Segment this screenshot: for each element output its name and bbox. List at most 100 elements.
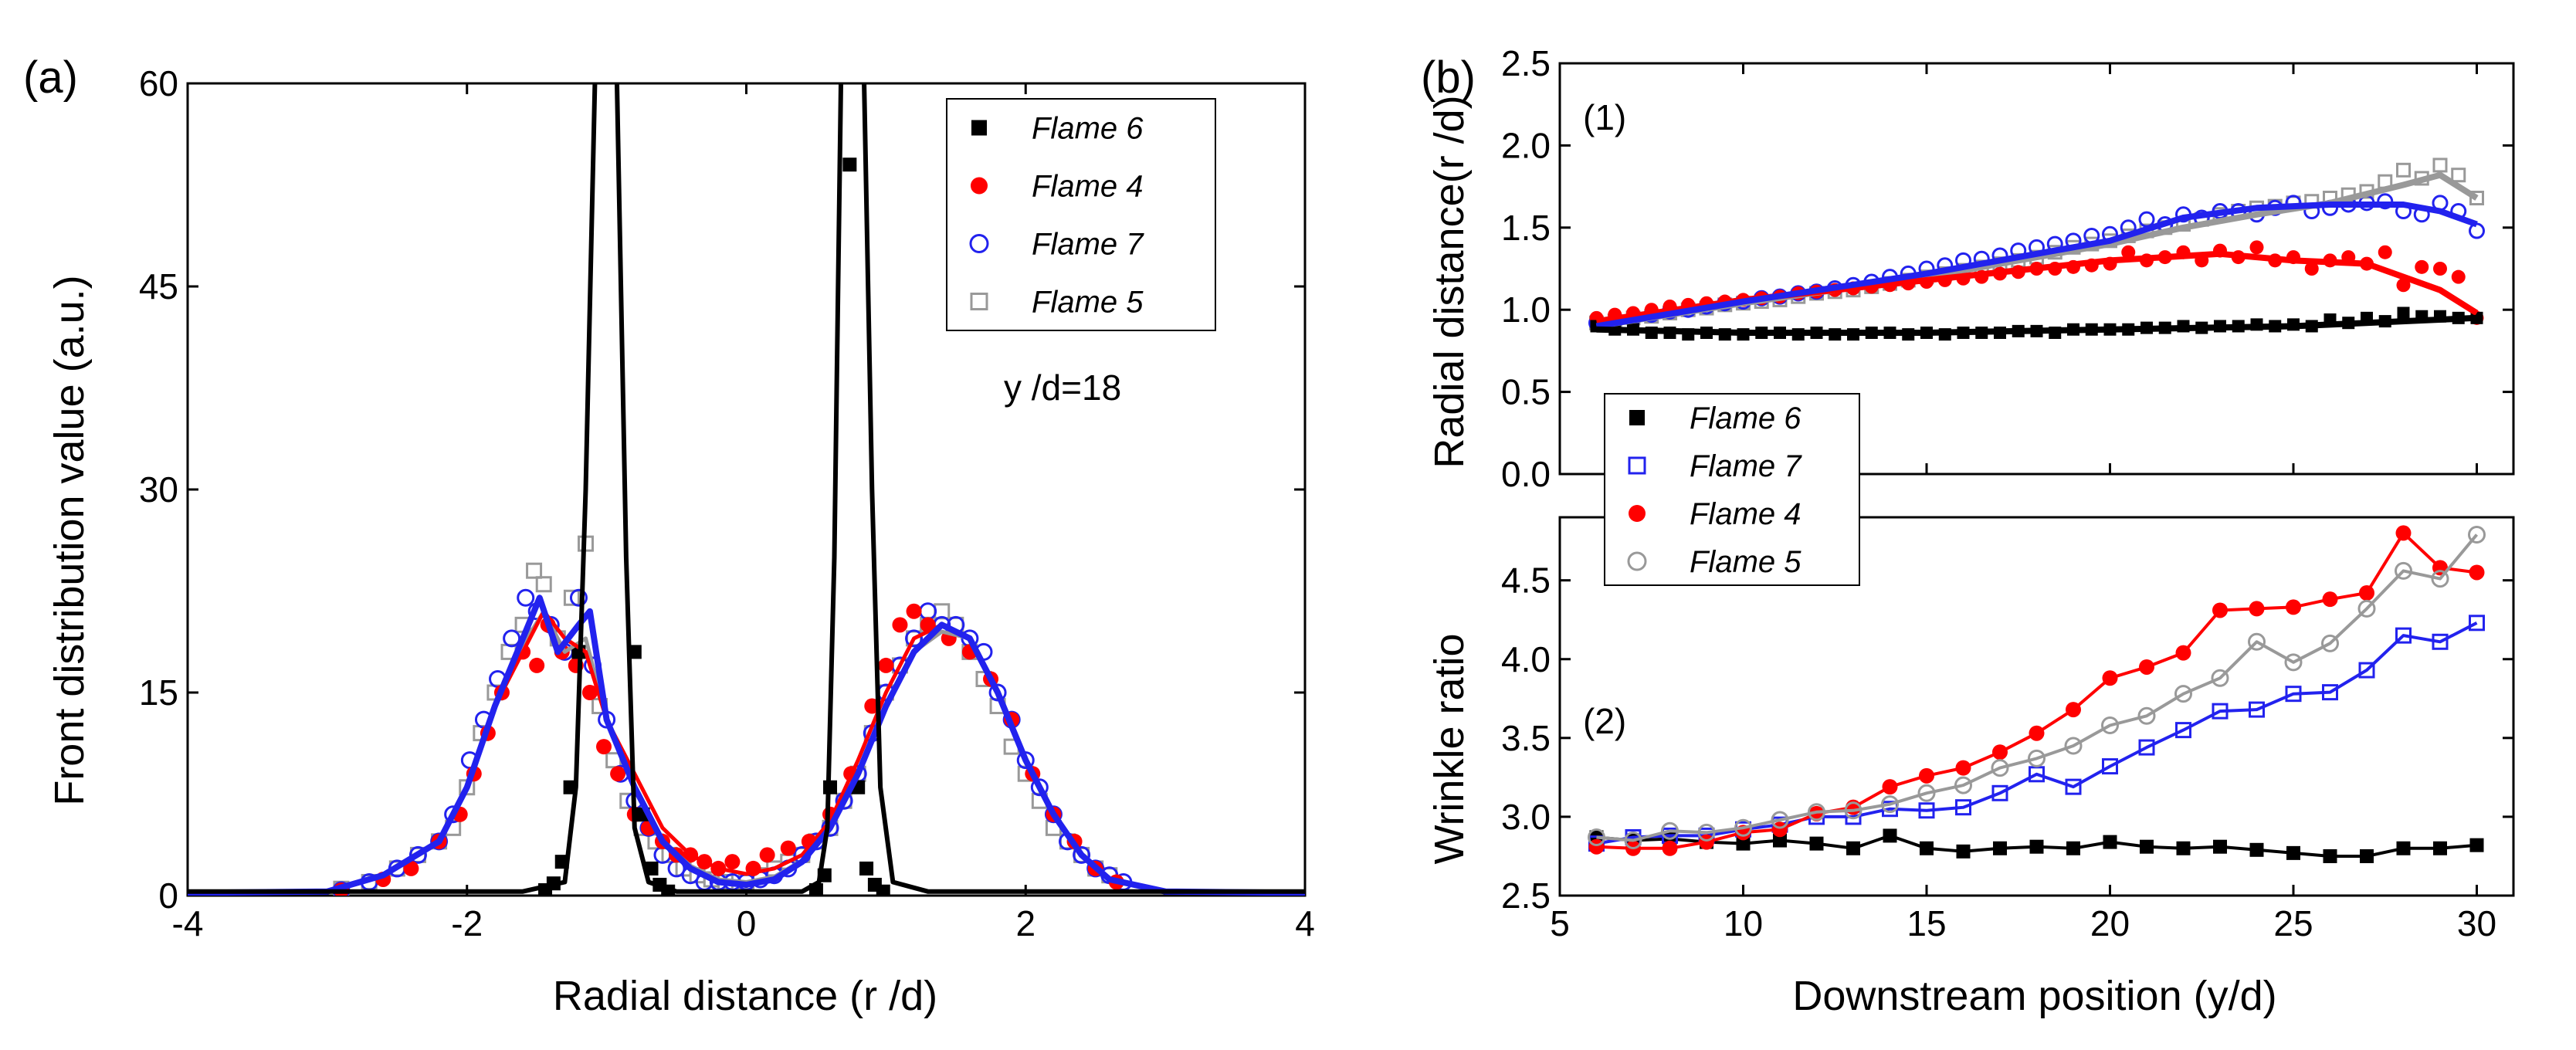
- panel-b1-point-flame-7: [2138, 211, 2155, 228]
- panel-a-point-flame-4: [596, 739, 612, 755]
- panel-b2-legend-label-flame-7: Flame 7: [1690, 449, 1802, 483]
- sub-panel-2-label: (2): [1583, 701, 1626, 741]
- panel-b2-line-flame-5: [1596, 533, 2479, 842]
- panel-b2-plot-area: 5 10 15 20 25 30 2.5 3.0 3.5 4.0 4.5 Flame 6 Flame 7…: [1501, 393, 2515, 943]
- panel-b2-point-flame-7: [2322, 684, 2338, 701]
- panel-b2-point-flame-6: [1956, 844, 1971, 859]
- panel-b2-point-flame-5: [1697, 823, 1716, 842]
- panel-b2-point-flame-6: [1920, 841, 1934, 855]
- panel-b2-point-flame-4: [1955, 760, 1971, 776]
- panel-b1-point-flame-5: [2432, 158, 2448, 173]
- panel-b1-y-tick-label: 2.5: [1501, 43, 1551, 83]
- panel-a-x-tick-label: -2: [451, 903, 483, 943]
- panel-b2-point-flame-7: [2065, 778, 2082, 795]
- panel-b2-point-flame-5: [1881, 795, 1899, 814]
- panel-a-y-tick-label: 60: [139, 63, 178, 103]
- panel-b2-y-tick-label: 2.5: [1501, 876, 1551, 916]
- panel-b2-legend-marker-flame-6: [1629, 410, 1645, 425]
- panel-b2-point-flame-4: [2359, 585, 2374, 601]
- panel-b2-point-flame-4: [2066, 702, 2081, 718]
- panel-b2-point-flame-6: [2433, 841, 2447, 855]
- panel-a-point-flame-5: [535, 576, 552, 593]
- panel-a-point-flame-4: [906, 603, 922, 619]
- panel-b1-y-tick-label: 1.5: [1501, 208, 1551, 248]
- panel-b2-point-flame-5: [2431, 570, 2449, 588]
- panel-b2-point-flame-5: [2211, 669, 2229, 687]
- panel-b2-point-flame-4: [2029, 725, 2045, 741]
- panel-a-point-flame-7: [408, 845, 427, 864]
- panel-b2-x-tick-label: 25: [2273, 903, 2313, 943]
- panel-b2-point-flame-5: [1624, 832, 1642, 850]
- panel-b2-axes-frame: [1558, 516, 2515, 897]
- panel-a-x-tick-label: -4: [172, 903, 204, 943]
- panel-b2-legend-marker-flame-7: [1628, 456, 1646, 475]
- panel-b1-point-flame-7: [2377, 193, 2394, 210]
- panel-b2-point-flame-4: [2286, 599, 2301, 615]
- panel-b1-point-flame-5: [2396, 162, 2411, 178]
- panel-b1-point-flame-4: [2249, 240, 2264, 255]
- panel-b2-point-flame-6: [2249, 842, 2264, 857]
- panel-b1-point-flame-4: [2304, 262, 2319, 276]
- panel-b2-point-flame-5: [1588, 828, 1605, 846]
- panel-a-legend-marker-flame-7: [969, 234, 989, 253]
- panel-b2-point-flame-4: [2175, 645, 2191, 661]
- panel-b2-point-flame-6: [2140, 839, 2154, 854]
- panel-b1-plot-area: 0.0 0.5 1.0 1.5 2.0 2.5: [1501, 43, 2515, 494]
- panel-a-legend-marker-flame-6: [971, 120, 987, 136]
- panel-a-point-flame-7: [1030, 778, 1049, 797]
- panel-b2-point-flame-6: [2066, 841, 2080, 855]
- panel-b2-point-flame-4: [2249, 601, 2265, 617]
- panel-b1-point-flame-4: [2415, 259, 2429, 274]
- panel-b2-point-flame-7: [2102, 758, 2118, 775]
- panel-a-legend-marker-flame-5: [970, 293, 988, 310]
- panel-b2-point-flame-6: [2323, 848, 2337, 863]
- panel-b2-point-flame-5: [2028, 749, 2046, 767]
- panel-b2-y-tick-label: 3.0: [1501, 797, 1551, 837]
- panel-b2-point-flame-5: [1771, 811, 1789, 829]
- panel-b1-y-tick-label: 0.0: [1501, 454, 1551, 494]
- panel-b2-point-flame-5: [2468, 525, 2486, 544]
- panel-a-point-flame-6: [842, 158, 857, 172]
- position-annotation: y /d=18: [1004, 368, 1121, 408]
- panel-a-point-flame-4: [724, 854, 741, 870]
- panel-b2-point-flame-4: [2469, 564, 2485, 581]
- panel-b1-fit-line-flame-7: [1595, 202, 2478, 330]
- panel-b2-point-flame-6: [2176, 841, 2191, 855]
- panel-b2-x-tick-label: 10: [1724, 903, 1763, 943]
- panel-b2-point-flame-5: [2174, 685, 2192, 703]
- panel-a-legend-label-flame-6: Flame 6: [1032, 112, 1144, 146]
- panel-a-point-flame-4: [581, 685, 598, 700]
- panel-b2-point-flame-5: [1844, 801, 1863, 820]
- panel-b2-point-flame-5: [2284, 653, 2303, 672]
- panel-b2-point-flame-7: [2358, 662, 2375, 679]
- panel-a-point-flame-7: [919, 602, 937, 621]
- panel-b1-y-axis-label: Radial distance(r /d): [1426, 95, 1473, 468]
- panel-b2-point-flame-6: [1993, 841, 2007, 855]
- panel-b2-legend-label-flame-6: Flame 6: [1690, 401, 1802, 435]
- panel-a-point-flame-4: [759, 847, 775, 863]
- panel-b1-point-flame-4: [2396, 278, 2411, 293]
- panel-b2-point-flame-4: [2139, 659, 2154, 675]
- panel-b1-point-flame-4: [2451, 269, 2466, 284]
- panel-b2-point-flame-6: [2103, 835, 2117, 849]
- panel-a-y-tick-label: 0: [158, 876, 178, 916]
- panel-a-point-flame-7: [905, 629, 924, 648]
- panel-a-point-flame-5: [563, 589, 580, 606]
- panel-a-point-flame-7: [517, 588, 535, 607]
- panel-b1-y-tick-label: 1.0: [1501, 290, 1551, 330]
- panel-a-x-tick-label: 0: [737, 903, 757, 943]
- panel-b2-point-flame-6: [2029, 839, 2044, 854]
- panel-a-y-axis-label: Front distribution value (a.u.): [46, 275, 93, 805]
- panel-b2-legend-marker-flame-5: [1627, 551, 1647, 571]
- panel-b2-point-flame-4: [2212, 602, 2228, 618]
- panel-b2-point-flame-6: [1846, 841, 1860, 855]
- panel-a-front-distribution: -4 -2 0 2 4 0 15 30 45 60 Flame 6 Flame 4 Flame 7 Fla…: [23, 52, 1315, 1019]
- panel-b2-point-flame-5: [2395, 561, 2412, 580]
- panel-a-point-flame-5: [526, 562, 543, 579]
- panel-b2-point-flame-7: [2395, 627, 2412, 644]
- panel-a-label: (a): [23, 52, 78, 103]
- panel-b2-y-axis-label: Wrinkle ratio: [1426, 633, 1473, 864]
- panel-b2-point-flame-7: [1918, 802, 1935, 819]
- panel-b2-x-tick-label: 5: [1550, 903, 1570, 943]
